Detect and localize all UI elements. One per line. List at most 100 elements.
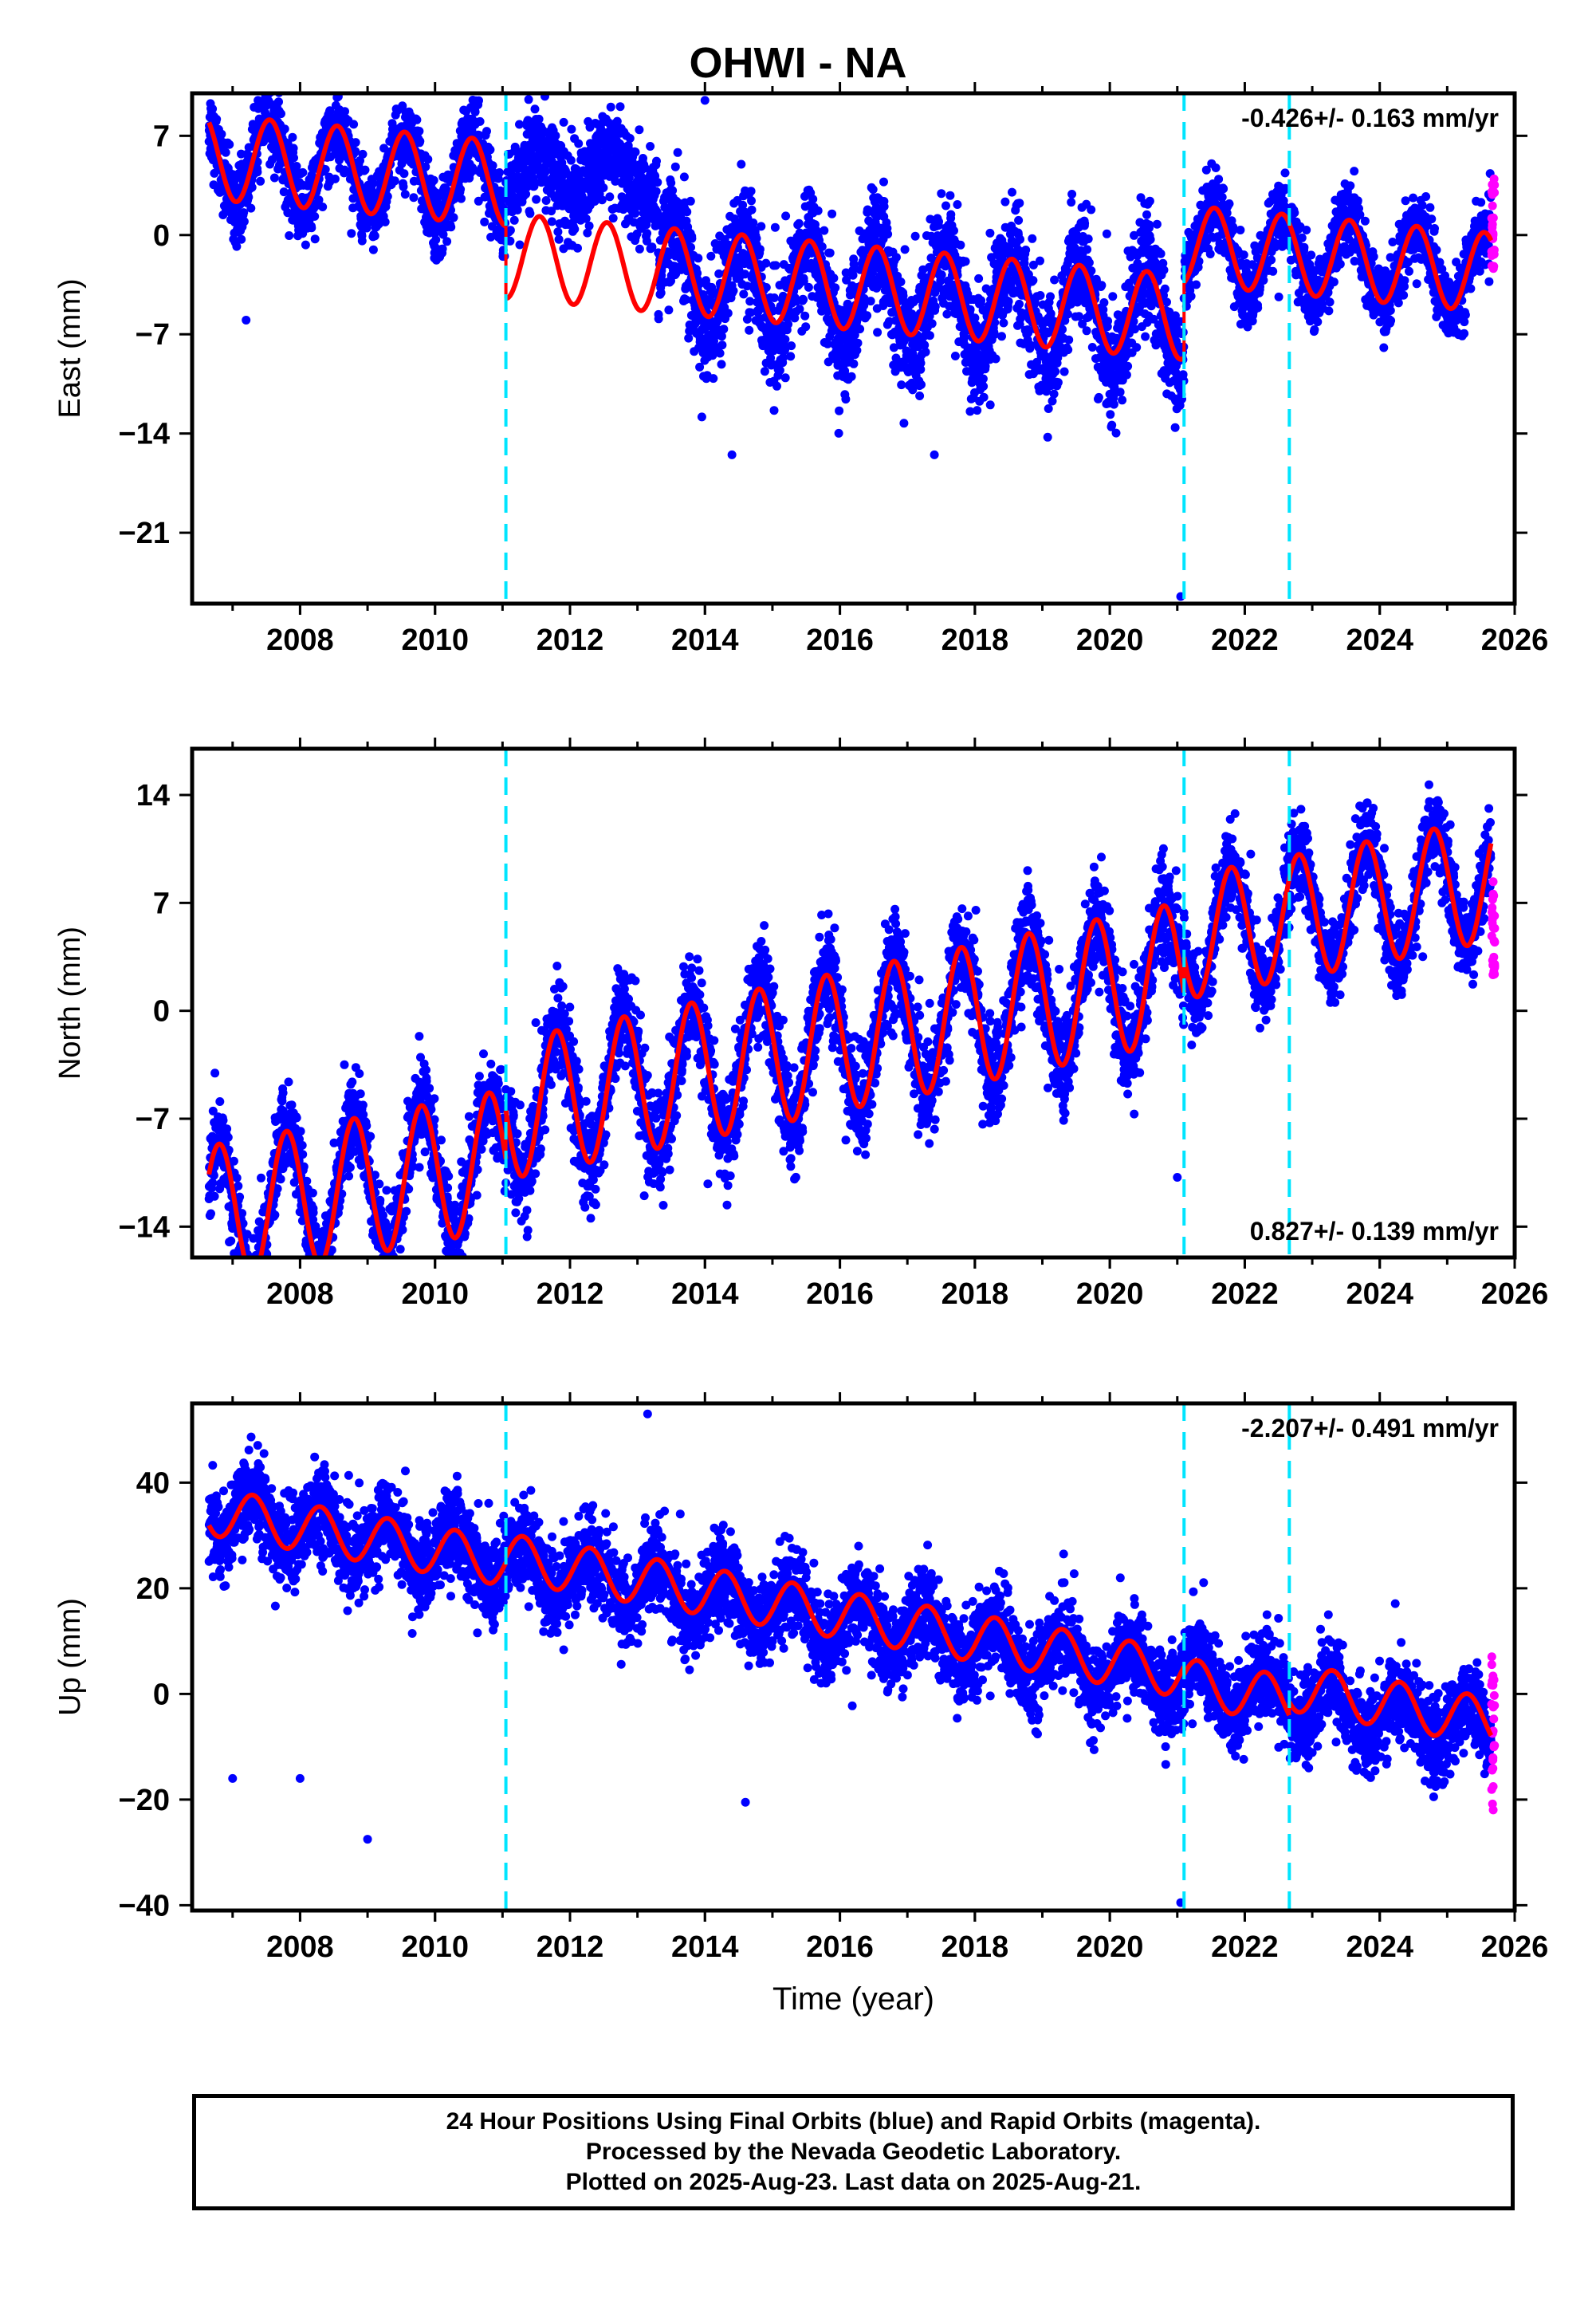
data-point: [937, 270, 946, 280]
data-point: [761, 258, 771, 268]
data-point: [449, 213, 458, 222]
data-point: [813, 206, 823, 215]
data-point: [624, 173, 634, 183]
data-point: [1016, 234, 1024, 244]
data-point: [670, 262, 679, 271]
data-point: [280, 124, 289, 134]
data-point: [921, 348, 930, 356]
data-point: [835, 406, 844, 415]
data-point: [1000, 197, 1010, 207]
data-point: [738, 200, 748, 210]
data-point: [771, 261, 780, 270]
data-point: [232, 242, 242, 251]
data-point: [853, 338, 863, 348]
data-point: [274, 97, 283, 107]
final-orbit-points-east: [204, 73, 1496, 601]
data-point: [1014, 215, 1024, 225]
data-point: [208, 104, 218, 113]
data-point: [717, 360, 726, 369]
data-point: [679, 172, 689, 182]
data-point: [525, 209, 535, 218]
data-point: [1122, 370, 1131, 380]
data-point: [664, 305, 674, 315]
data-point: [1067, 198, 1076, 207]
data-point: [1103, 317, 1113, 326]
data-point: [945, 191, 955, 200]
data-point: [794, 218, 804, 228]
data-point: [666, 178, 676, 187]
data-point: [521, 189, 531, 199]
data-point: [977, 296, 986, 305]
data-point: [800, 311, 810, 321]
data-point: [262, 82, 271, 91]
data-point: [412, 115, 422, 124]
data-point: [606, 102, 615, 112]
data-point: [533, 73, 542, 81]
data-point: [1106, 410, 1115, 419]
data-point: [1259, 276, 1268, 285]
data-point: [925, 331, 934, 340]
data-point: [547, 207, 556, 216]
data-point: [1015, 199, 1024, 208]
data-point: [320, 165, 330, 174]
data-point: [1267, 255, 1276, 265]
data-point: [1046, 292, 1055, 301]
data-point: [360, 165, 370, 175]
data-point: [247, 183, 257, 192]
data-point: [456, 184, 466, 194]
data-point: [573, 243, 582, 253]
data-point: [399, 169, 409, 179]
data-point: [277, 109, 285, 119]
data-point: [335, 155, 344, 165]
data-point: [651, 187, 661, 196]
data-point: [1111, 428, 1121, 438]
data-point: [668, 186, 678, 195]
data-point: [772, 381, 781, 391]
data-point: [515, 240, 525, 250]
data-point: [1087, 343, 1097, 352]
data-point: [475, 116, 485, 126]
data-point: [686, 196, 695, 206]
data-point: [775, 366, 784, 375]
data-point: [1170, 423, 1180, 432]
data-point: [470, 107, 480, 116]
data-point: [729, 286, 738, 296]
data-point: [390, 176, 399, 186]
data-point: [1225, 199, 1234, 208]
data-point: [900, 245, 910, 254]
data-point: [1083, 245, 1092, 254]
data-point: [1159, 266, 1169, 275]
data-point: [457, 194, 466, 203]
data-point: [524, 95, 533, 104]
data-point: [752, 234, 761, 243]
data-point: [934, 217, 943, 226]
data-point: [351, 147, 360, 156]
data-point: [438, 244, 447, 254]
data-point: [1274, 292, 1283, 301]
data-point: [946, 210, 956, 219]
data-point: [351, 138, 360, 148]
data-point: [1004, 297, 1013, 306]
data-point: [530, 104, 540, 114]
data-point: [827, 209, 837, 218]
data-point: [370, 231, 379, 241]
data-point: [715, 348, 725, 358]
data-point: [979, 382, 989, 391]
data-point: [340, 107, 349, 116]
data-point: [559, 117, 568, 127]
data-point: [1253, 303, 1263, 313]
data-point: [717, 332, 726, 341]
data-point: [681, 295, 690, 305]
data-point: [879, 202, 889, 211]
data-point: [1186, 292, 1196, 301]
data-point: [534, 114, 544, 124]
data-point: [737, 159, 746, 169]
data-point: [1160, 284, 1169, 293]
data-point: [1053, 378, 1063, 388]
data-point: [749, 218, 758, 227]
plot-area-east: [204, 73, 1500, 604]
data-point: [298, 167, 308, 177]
data-point: [431, 235, 441, 245]
data-point: [1102, 229, 1111, 238]
data-point: [1142, 210, 1151, 219]
